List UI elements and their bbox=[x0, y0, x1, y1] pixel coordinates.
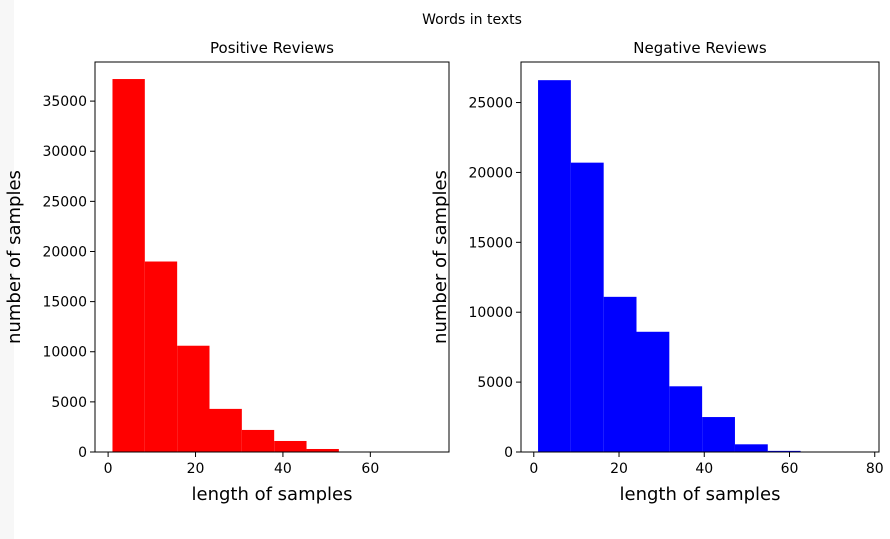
y-tick-label-positive: 30000 bbox=[42, 144, 87, 160]
histogram-bar-negative-3 bbox=[636, 331, 670, 452]
x-axis-label-negative: length of samples bbox=[620, 484, 781, 505]
axes-title-positive: Positive Reviews bbox=[210, 39, 334, 57]
y-tick-label-positive: 5000 bbox=[51, 395, 87, 411]
histogram-bar-positive-4 bbox=[241, 429, 275, 452]
x-tick-label-negative: 40 bbox=[695, 461, 713, 477]
y-tick-label-positive: 0 bbox=[78, 445, 87, 461]
histogram-bar-negative-2 bbox=[603, 296, 637, 452]
histogram-bar-positive-1 bbox=[144, 261, 178, 452]
axes-title-negative: Negative Reviews bbox=[633, 39, 767, 57]
x-tick-label-negative: 80 bbox=[866, 461, 884, 477]
histogram-bar-negative-6 bbox=[734, 444, 768, 452]
histogram-bar-negative-4 bbox=[669, 386, 703, 452]
axes-positive-reviews: 0 20 40 60 0 5000 10000 15000 20000 25000 30000 350… bbox=[4, 39, 450, 505]
axes-negative-reviews: 0 20 40 60 80 0 5000 10000 15000 20000 25000 Negati… bbox=[430, 39, 884, 505]
y-tick-label-positive: 15000 bbox=[42, 295, 87, 311]
x-tick-label-negative: 0 bbox=[529, 461, 538, 477]
histogram-bar-negative-5 bbox=[702, 417, 735, 452]
left-edge-strip bbox=[0, 0, 14, 539]
x-axis-label-positive: length of samples bbox=[192, 484, 353, 505]
y-tick-label-negative: 20000 bbox=[468, 165, 513, 181]
y-tick-label-positive: 20000 bbox=[42, 244, 87, 260]
y-axis-label-positive: number of samples bbox=[4, 170, 25, 344]
y-tick-label-positive: 35000 bbox=[42, 94, 87, 110]
x-tick-label-negative: 60 bbox=[781, 461, 799, 477]
y-axis-label-negative: number of samples bbox=[430, 170, 451, 344]
histogram-bar-positive-3 bbox=[209, 408, 242, 452]
x-tick-label-negative: 20 bbox=[610, 461, 628, 477]
figure-suptitle: Words in texts bbox=[422, 12, 522, 28]
histogram-bar-positive-6 bbox=[306, 448, 339, 452]
histogram-bar-positive-2 bbox=[177, 345, 210, 452]
y-tick-label-negative: 10000 bbox=[468, 305, 513, 321]
histogram-bar-positive-5 bbox=[274, 440, 307, 452]
y-tick-label-negative: 25000 bbox=[468, 96, 513, 112]
y-tick-label-negative: 5000 bbox=[477, 375, 513, 391]
x-tick-label-positive: 60 bbox=[361, 461, 379, 477]
y-tick-label-negative: 0 bbox=[504, 445, 513, 461]
y-tick-label-positive: 10000 bbox=[42, 345, 87, 361]
histogram-bar-negative-1 bbox=[570, 162, 604, 452]
y-tick-label-negative: 15000 bbox=[468, 235, 513, 251]
axes-frame-positive bbox=[94, 61, 450, 453]
histogram-bar-negative-0 bbox=[538, 80, 571, 453]
x-tick-label-positive: 20 bbox=[187, 461, 205, 477]
x-tick-label-positive: 0 bbox=[104, 461, 113, 477]
histogram-bar-negative-7 bbox=[767, 450, 801, 452]
x-tick-label-positive: 40 bbox=[274, 461, 292, 477]
histogram-bar-positive-0 bbox=[112, 79, 145, 452]
axes-frame-negative bbox=[520, 61, 880, 453]
y-tick-label-positive: 25000 bbox=[42, 194, 87, 210]
